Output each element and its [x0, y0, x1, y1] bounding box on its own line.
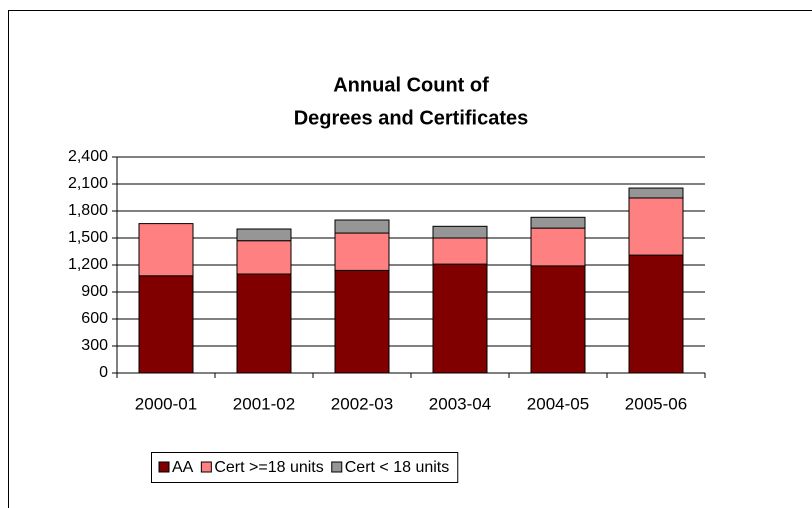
- legend-swatch: [200, 461, 212, 473]
- bar-segment: [432, 225, 488, 239]
- y-tick-label: 1,500: [68, 229, 108, 246]
- legend-swatch: [331, 461, 343, 473]
- bar-segment: [432, 263, 488, 374]
- y-tick-label: 300: [81, 337, 108, 354]
- bar-segment: [628, 254, 684, 374]
- y-tick-label: 2,400: [68, 148, 108, 165]
- bar-segment: [334, 232, 390, 271]
- bar-segment: [334, 269, 390, 374]
- x-tick-label: 2005-06: [625, 394, 687, 413]
- y-tick-label: 0: [99, 364, 108, 381]
- bar-segment: [530, 216, 586, 229]
- legend-label: Cert >=18 units: [214, 459, 323, 476]
- y-tick-label: 2,100: [68, 175, 108, 192]
- x-tick-label: 2001-02: [233, 394, 295, 413]
- bar-segment: [432, 237, 488, 265]
- bar-segment: [236, 228, 292, 242]
- bar-segment: [236, 240, 292, 275]
- x-tick-label: 2004-05: [527, 394, 589, 413]
- y-tick-label: 1,200: [68, 256, 108, 273]
- bar-segment: [530, 227, 586, 267]
- chart-title: Degrees and Certificates: [294, 107, 529, 129]
- legend-label: AA: [172, 459, 194, 476]
- bar-segment: [138, 223, 194, 277]
- y-tick-label: 900: [81, 283, 108, 300]
- chart-title: Annual Count of: [333, 74, 489, 96]
- bar-segment: [334, 219, 390, 234]
- bar-segment: [530, 265, 586, 374]
- x-tick-label: 2002-03: [331, 394, 393, 413]
- y-tick-label: 600: [81, 310, 108, 327]
- bar-segment: [628, 187, 684, 199]
- y-tick-label: 1,800: [68, 202, 108, 219]
- x-tick-label: 2000-01: [135, 394, 197, 413]
- x-tick-label: 2003-04: [429, 394, 491, 413]
- bar-segment: [138, 275, 194, 374]
- bar-segment: [236, 273, 292, 374]
- bar-segment: [628, 197, 684, 256]
- legend-swatch: [158, 461, 170, 473]
- legend-label: Cert < 18 units: [345, 459, 450, 476]
